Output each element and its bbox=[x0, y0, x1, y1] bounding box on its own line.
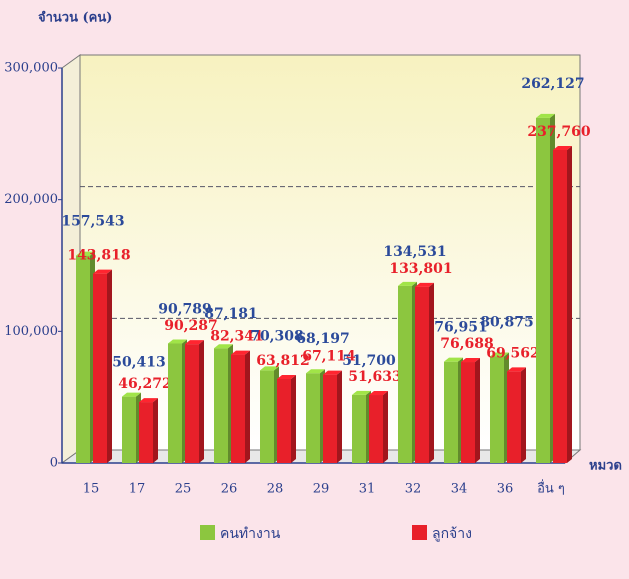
bar bbox=[536, 117, 550, 463]
bar-side bbox=[245, 350, 250, 463]
bar-top bbox=[507, 367, 526, 372]
value-label: 134,531 bbox=[383, 244, 446, 260]
y-tick-label: 300,000 bbox=[4, 61, 58, 76]
value-label: 237,760 bbox=[527, 124, 591, 140]
bar bbox=[352, 394, 366, 463]
bar-side bbox=[383, 391, 388, 463]
value-label: 143,818 bbox=[67, 248, 130, 264]
x-axis-title: หมวด bbox=[589, 459, 622, 474]
bar-top bbox=[444, 357, 463, 362]
bar-top bbox=[168, 339, 187, 344]
value-label: 70,308 bbox=[250, 328, 304, 344]
y-axis-title: จำนวน (คน) bbox=[38, 10, 112, 26]
bar-top bbox=[323, 370, 342, 375]
value-label: 46,272 bbox=[118, 376, 172, 392]
bar bbox=[168, 343, 182, 463]
x-tick-label: 32 bbox=[405, 482, 422, 497]
value-label: 76,951 bbox=[434, 320, 488, 336]
bar-side bbox=[291, 374, 296, 463]
value-label: 50,413 bbox=[112, 355, 166, 371]
bar bbox=[231, 354, 245, 463]
bar-top bbox=[122, 392, 141, 397]
value-label: 51,700 bbox=[342, 353, 396, 369]
bar-top bbox=[461, 358, 480, 363]
x-tick-label: 34 bbox=[451, 482, 468, 497]
value-label: 63,812 bbox=[256, 353, 310, 369]
value-label: 262,127 bbox=[521, 76, 584, 92]
value-label: 90,287 bbox=[164, 318, 218, 334]
bar-top bbox=[553, 145, 572, 150]
legend-label: ลูกจ้าง bbox=[432, 526, 472, 542]
value-label: 90,789 bbox=[158, 301, 212, 317]
x-tick-label: 26 bbox=[221, 482, 238, 497]
x-tick-label: อื่น ๆ bbox=[537, 480, 565, 497]
bar bbox=[323, 374, 337, 463]
bar-side bbox=[429, 282, 434, 463]
bar-side bbox=[337, 370, 342, 463]
legend-label: คนทำงาน bbox=[220, 526, 281, 542]
bar-side bbox=[567, 145, 572, 463]
y-tick-label: 100,000 bbox=[4, 324, 58, 339]
bar-top bbox=[306, 369, 325, 374]
bar-top bbox=[415, 282, 434, 287]
bar-top bbox=[231, 350, 250, 355]
bar-top bbox=[185, 340, 204, 345]
y-tick-label: 0 bbox=[50, 456, 58, 471]
x-tick-label: 25 bbox=[175, 482, 192, 497]
value-label: 69,562 bbox=[486, 345, 540, 361]
bar bbox=[185, 344, 199, 463]
value-label: 157,543 bbox=[61, 214, 124, 230]
bar bbox=[369, 395, 383, 463]
legend-swatch bbox=[412, 525, 427, 540]
bar-top bbox=[398, 281, 417, 286]
bar-top bbox=[277, 374, 296, 379]
bar bbox=[306, 373, 320, 463]
bar bbox=[398, 285, 412, 463]
legend-swatch bbox=[200, 525, 215, 540]
bar bbox=[507, 371, 521, 463]
bar bbox=[277, 378, 291, 463]
bar bbox=[214, 348, 228, 463]
x-tick-label: 28 bbox=[267, 482, 284, 497]
bar-side bbox=[153, 398, 158, 463]
value-label: 87,181 bbox=[204, 306, 258, 322]
bar-top bbox=[490, 352, 509, 357]
bar-top bbox=[76, 251, 95, 256]
bar-side bbox=[475, 358, 480, 463]
bar-top bbox=[139, 398, 158, 403]
bar bbox=[444, 361, 458, 463]
value-label: 68,197 bbox=[296, 331, 350, 347]
bar-side bbox=[521, 367, 526, 463]
bar-top bbox=[536, 113, 555, 118]
bar-top bbox=[369, 391, 388, 396]
bar bbox=[490, 356, 504, 463]
bar-top bbox=[260, 366, 279, 371]
bar bbox=[122, 396, 136, 463]
value-label: 80,875 bbox=[480, 315, 534, 331]
bar bbox=[93, 273, 107, 463]
value-label: 76,688 bbox=[440, 336, 494, 352]
x-tick-label: 17 bbox=[129, 482, 146, 497]
x-tick-label: 36 bbox=[497, 482, 514, 497]
bar-side bbox=[199, 340, 204, 463]
bar bbox=[260, 370, 274, 463]
value-label: 51,633 bbox=[348, 369, 402, 385]
bar bbox=[415, 286, 429, 463]
value-label: 67,114 bbox=[302, 349, 356, 365]
x-tick-label: 29 bbox=[313, 482, 330, 497]
bar bbox=[139, 402, 153, 463]
bar bbox=[461, 362, 475, 463]
bar-side bbox=[107, 269, 112, 463]
y-tick-label: 200,000 bbox=[4, 192, 58, 207]
bar bbox=[76, 255, 90, 463]
bar-top bbox=[214, 344, 233, 349]
value-label: 133,801 bbox=[389, 261, 452, 277]
x-tick-label: 15 bbox=[83, 482, 100, 497]
value-label: 82,341 bbox=[210, 329, 264, 345]
bar-top bbox=[93, 269, 112, 274]
bar bbox=[553, 149, 567, 463]
bar-top bbox=[352, 390, 371, 395]
x-tick-label: 31 bbox=[359, 482, 376, 497]
